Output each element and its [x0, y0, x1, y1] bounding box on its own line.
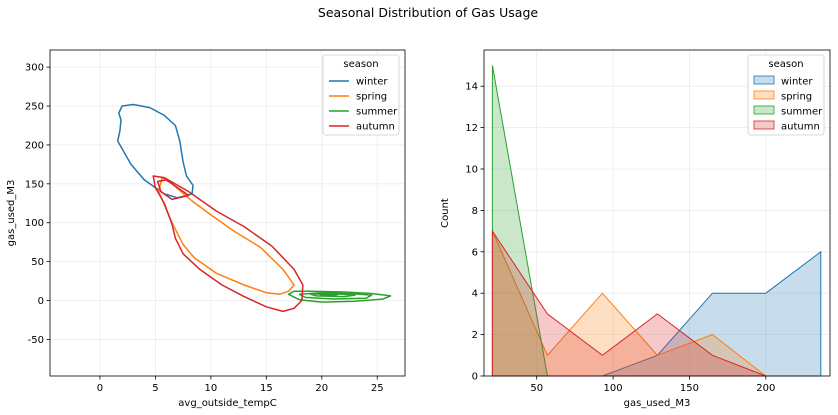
contour-summer-0 [287, 290, 392, 303]
contour-group-spring [157, 176, 295, 296]
legend-swatch-spring [753, 90, 775, 100]
legend-label-summer: summer [781, 107, 823, 118]
x-axis-label: avg_outside_tempC [178, 398, 276, 409]
y-tick-label: 12 [465, 123, 478, 134]
y-tick-label: 2 [472, 330, 478, 341]
y-tick-label: -50 [28, 335, 44, 346]
legend-swatch-autumn [753, 120, 775, 130]
contour-spring-0 [157, 176, 295, 296]
y-tick-label: 300 [25, 63, 44, 74]
legend-label-winter: winter [356, 77, 388, 88]
area-autumn [491, 229, 766, 377]
figure-title: Seasonal Distribution of Gas Usage [318, 5, 538, 20]
axes-frame [483, 49, 831, 377]
legend-label-summer: summer [356, 107, 398, 118]
contour-summer-1 [298, 291, 373, 300]
x-tick-label: 25 [371, 383, 384, 394]
y-tick-label: 150 [25, 179, 44, 190]
x-tick-label: 10 [204, 383, 217, 394]
histogram-chart: 50 100 150 200 0 2 4 6 8 10 12 14 gas_used_M3 Count se… [440, 49, 831, 409]
x-tick-label: 5 [152, 383, 158, 394]
y-tick-label: 8 [472, 206, 478, 217]
y-tick-label: 0 [472, 372, 478, 383]
contour-group-autumn [152, 175, 304, 313]
x-axis-label: gas_used_M3 [624, 398, 691, 409]
y-tick-label: 50 [31, 257, 44, 268]
y-axis-label: Count [440, 198, 451, 228]
legend: season winter spring summer autumn [322, 54, 400, 136]
legend-label-winter: winter [781, 77, 813, 88]
y-tick-label: 0 [38, 296, 44, 307]
y-tick-label: 4 [472, 289, 478, 300]
x-tick-label: 150 [680, 383, 699, 394]
contour-summer-3 [318, 293, 340, 297]
contour-group-summer [287, 290, 392, 303]
y-tick-label: 6 [472, 247, 478, 258]
legend-title: season [768, 59, 803, 70]
kde-chart: 0 5 10 15 20 25 -50 0 50 100 150 200 250 300 avg_outsi… [6, 49, 406, 409]
legend-label-spring: spring [356, 92, 387, 103]
y-tick-label: 250 [25, 102, 44, 113]
area-spring [491, 230, 768, 377]
axes-frame [49, 49, 406, 377]
legend-label-spring: spring [781, 92, 812, 103]
legend-label-autumn: autumn [356, 122, 395, 133]
legend-swatch-summer [753, 105, 775, 115]
legend-box [747, 54, 825, 136]
legend-label-autumn: autumn [781, 122, 820, 133]
y-tick-label: 200 [25, 140, 44, 151]
y-tick-label: 100 [25, 218, 44, 229]
x-tick-label: 15 [260, 383, 273, 394]
legend-title: season [343, 59, 378, 70]
legend: season winter spring summer autumn [747, 54, 825, 136]
y-tick-label: 14 [465, 82, 478, 93]
legend-swatch-winter [753, 75, 775, 85]
y-tick-label: 10 [465, 165, 478, 176]
contour-autumn-0 [152, 175, 304, 313]
y-axis-label: gas_used_M3 [6, 180, 17, 247]
x-tick-label: 20 [315, 383, 328, 394]
x-tick-label: 200 [756, 383, 775, 394]
legend-box [322, 54, 400, 136]
x-tick-label: 100 [604, 383, 623, 394]
x-tick-label: 50 [530, 383, 543, 394]
contour-autumn-1 [156, 179, 190, 201]
x-tick-label: 0 [97, 383, 103, 394]
